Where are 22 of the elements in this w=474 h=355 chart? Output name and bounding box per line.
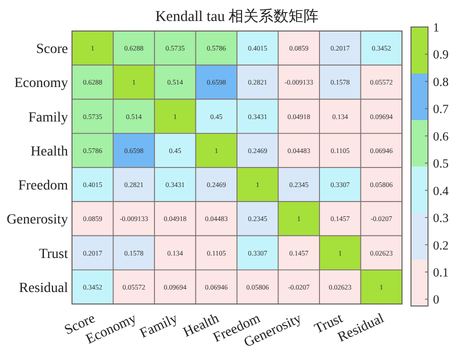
chart-title: Kendall tau 相关系数矩阵 xyxy=(155,8,319,25)
y-tick-label: Health xyxy=(30,144,68,160)
color-bar-label: 0.8 xyxy=(433,74,449,89)
colorbar: 0 0.1 0.2 0.3 0.4 0.5 0.6 0.7 0.8 0.9 1 xyxy=(410,20,449,307)
color-bar-label: 0.3 xyxy=(433,211,449,226)
y-tick-label: Generosity xyxy=(6,212,68,228)
color-bar-label: 0 xyxy=(433,292,440,307)
x-tick-label: Family xyxy=(138,311,180,342)
color-bar-label: 0.1 xyxy=(433,265,449,280)
y-tick-label: Family xyxy=(28,110,68,126)
y-tick-label: Trust xyxy=(38,246,68,262)
color-bar-label: 0.2 xyxy=(433,238,449,252)
color-bar-label: 0.5 xyxy=(433,156,449,171)
y-tick-label: Score xyxy=(36,42,68,58)
y-tick-label: Freedom xyxy=(18,178,68,194)
y-tick-label: Economy xyxy=(14,76,68,92)
color-bar-label: 0.9 xyxy=(433,48,449,62)
color-bar-label: 1 xyxy=(433,20,440,34)
color-bar-label: 0.6 xyxy=(433,129,449,144)
color-bar-label: 0.7 xyxy=(433,102,449,116)
y-tick-label: Residual xyxy=(19,280,68,296)
color-bar-label: 0.4 xyxy=(433,184,450,198)
